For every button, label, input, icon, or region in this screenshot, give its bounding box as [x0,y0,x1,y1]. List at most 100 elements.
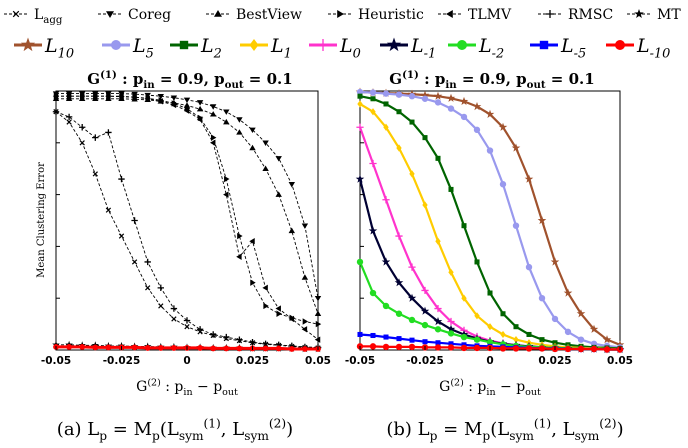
data-point [396,336,402,342]
data-point [131,344,138,351]
data-point [603,346,611,353]
data-point [223,109,230,115]
data-point [409,119,415,125]
data-point [357,93,363,99]
legend-label: Coreg [128,7,171,23]
data-point [92,344,99,351]
legend-marker-icon [317,39,329,51]
data-point [395,232,403,240]
data-point [434,326,442,333]
x-tick-label: 0.05 [607,355,633,367]
data-point [236,345,243,352]
data-point [66,343,72,350]
legend-entry-3: Heuristic [328,7,424,23]
data-point [288,346,295,352]
series-L_0 [356,123,624,354]
data-point [315,320,322,328]
data-point [196,100,204,106]
series-line [55,111,319,348]
data-point [196,326,204,333]
data-point [52,92,59,100]
data-point [223,333,230,341]
series-L_10 [355,87,625,349]
data-point [52,91,60,97]
data-point [539,337,545,343]
data-point [131,91,138,98]
legend-label: Lagg [34,7,63,26]
legend-label: L1 [270,35,292,61]
data-point [512,222,520,229]
data-point [249,127,256,134]
data-point [589,324,599,333]
data-point [210,345,217,352]
data-point [65,91,73,97]
data-point [525,263,533,271]
data-point [52,108,60,115]
data-point [538,295,546,302]
data-point [183,97,191,104]
data-point [396,144,402,152]
data-point [196,105,204,112]
data-point [262,284,268,292]
x-tick-label: 0.05 [305,355,331,367]
data-point [447,330,455,337]
data-point [473,336,481,343]
data-point [223,118,230,125]
data-point [223,191,229,198]
legend-marker-icon [634,9,644,18]
data-point [145,285,151,291]
legend-label: L-10 [636,35,670,61]
data-point [524,174,534,183]
data-point [498,122,508,131]
data-point [170,305,178,312]
data-point [144,258,151,266]
data-point [288,182,295,188]
series-Heuristic [53,92,322,328]
data-point [381,257,391,266]
data-point [473,344,481,352]
legend-entry-0: Lagg [4,7,63,26]
data-point [210,331,217,338]
legend-label: L-5 [560,35,586,61]
data-point [394,278,404,287]
data-point [92,92,98,100]
data-point [196,116,203,123]
data-point [105,92,111,100]
legend-entry-4: L0 [309,35,361,61]
data-point [550,257,560,266]
data-point [369,289,377,297]
series-L_5 [356,88,624,351]
data-point [512,345,520,352]
data-point [170,95,178,101]
data-point [171,345,177,351]
data-point [210,111,217,117]
data-point [92,95,99,102]
data-point [577,345,585,353]
x-tick-label: -0.025 [406,355,444,367]
data-point [420,306,430,315]
legend-entry-3: L1 [240,35,292,61]
data-point [52,95,60,102]
panel-a-title: G(1) : pin = 0.9, pout = 0.1 [87,69,292,91]
data-point [210,134,217,141]
data-point [79,95,86,102]
legend-entry-1: Coreg [98,7,171,23]
data-point [420,90,430,99]
data-point [314,310,322,316]
legend-entry-6: L-2 [448,35,504,61]
legend-marker-icon [386,37,402,52]
legend-entry-7: L-5 [530,35,586,61]
data-point [409,337,415,343]
data-point [105,91,112,97]
data-point [236,253,242,260]
data-point [461,294,467,302]
legend-marker-icon [546,10,554,18]
data-point [513,336,519,344]
x-tick-label: -0.05 [41,355,71,367]
legend-marker-icon [615,40,625,50]
legend-entry-4: TLMV [438,7,512,23]
legend-label: L-2 [478,35,504,61]
data-point [460,344,468,352]
data-point [434,99,442,106]
data-point [421,95,429,102]
